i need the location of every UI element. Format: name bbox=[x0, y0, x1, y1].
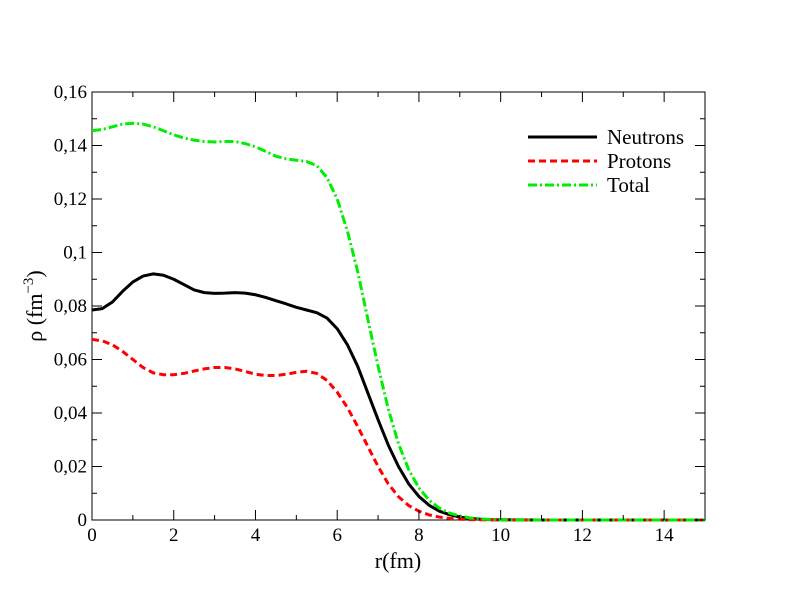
series-line-total bbox=[91, 121, 705, 522]
y-tick-label: 0 bbox=[78, 510, 88, 531]
y-tick-label: 0,16 bbox=[54, 82, 87, 103]
x-tick-label: 4 bbox=[251, 525, 261, 546]
x-tick-label: 0 bbox=[87, 525, 97, 546]
y-tick-label: 0,02 bbox=[54, 457, 87, 478]
x-tick-label: 14 bbox=[655, 525, 675, 546]
y-tick-label: 0,12 bbox=[54, 189, 87, 210]
tick-labels-layer: 0 2 4 6 8 10 12 14 0 0,02 0,04 0,06 0,08 0,1 0,12 0,14 0… bbox=[54, 82, 674, 546]
series-line-protons bbox=[91, 337, 705, 522]
y-tick-label: 0,14 bbox=[54, 136, 88, 157]
y-axis-label-close: ) bbox=[22, 270, 47, 277]
x-tick-label: 8 bbox=[414, 525, 424, 546]
x-tick-label: 2 bbox=[169, 525, 179, 546]
legend-label-protons: Protons bbox=[607, 149, 671, 173]
x-axis-label: r(fm) bbox=[375, 548, 421, 573]
y-axis-label-superscript: −3 bbox=[21, 278, 37, 294]
legend-label-neutrons: Neutrons bbox=[607, 125, 684, 149]
series-layer bbox=[91, 121, 705, 522]
y-axis-label-base: ρ (fm bbox=[22, 294, 47, 342]
legend-label-total: Total bbox=[607, 173, 650, 197]
y-tick-label: 0,04 bbox=[54, 403, 88, 424]
y-tick-label: 0,06 bbox=[54, 350, 87, 371]
x-tick-label: 6 bbox=[332, 525, 342, 546]
x-tick-label: 10 bbox=[491, 525, 510, 546]
y-tick-label: 0,08 bbox=[54, 296, 87, 317]
ticks-layer bbox=[91, 91, 705, 521]
y-tick-label: 0,1 bbox=[63, 243, 87, 264]
svg-text:ρ (fm−3): ρ (fm−3) bbox=[21, 270, 47, 342]
series-line-neutrons bbox=[91, 272, 705, 522]
y-axis-label: ρ (fm−3) bbox=[21, 270, 47, 342]
x-tick-label: 12 bbox=[573, 525, 592, 546]
